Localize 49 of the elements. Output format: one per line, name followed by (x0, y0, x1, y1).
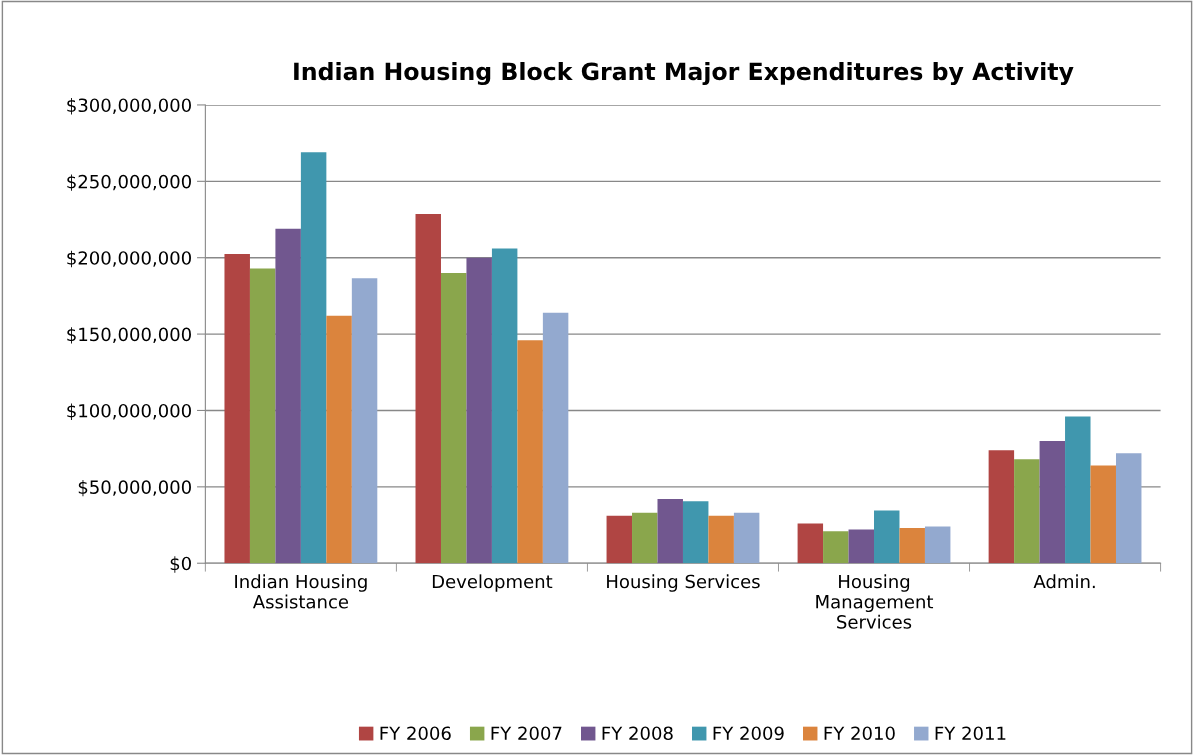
bar (300, 152, 327, 564)
bar (733, 512, 760, 564)
bar (797, 523, 824, 564)
bar (440, 272, 467, 564)
bar (326, 315, 352, 564)
x-tick-label: Indian Housing Assistance (235, 574, 367, 609)
legend-label: FY 2008 (602, 726, 673, 741)
bar (874, 510, 900, 564)
bar (924, 526, 951, 564)
x-tick-label: Housing Management Services (816, 574, 934, 629)
bar (542, 312, 569, 564)
x-tick-label: Development (432, 574, 553, 592)
legend-label: FY 2006 (380, 726, 451, 741)
bar (415, 214, 441, 564)
y-tick-label: $150,000,000 (67, 327, 191, 344)
y-tick-label: $0 (170, 556, 191, 573)
y-tick-label: $250,000,000 (67, 174, 191, 191)
bar (708, 515, 734, 564)
bar (491, 248, 518, 564)
y-tick-label: $100,000,000 (67, 403, 191, 420)
bar (249, 268, 276, 564)
x-tick-label: Housing Services (607, 574, 760, 592)
bar (682, 501, 709, 564)
bar (606, 515, 633, 564)
bar (517, 340, 543, 564)
legend-label: FY 2010 (824, 726, 895, 741)
bar (899, 528, 925, 564)
x-tick-label: Admin. (1033, 574, 1095, 589)
y-tick-label: $50,000,000 (78, 479, 191, 497)
legend-label: FY 2009 (713, 726, 784, 741)
bar (632, 512, 658, 564)
bar (275, 228, 301, 564)
bar (224, 253, 250, 564)
bar (823, 531, 849, 564)
bar (988, 450, 1015, 564)
bar (1014, 459, 1040, 564)
bar (1039, 441, 1066, 564)
bar (1115, 453, 1142, 564)
bar (351, 278, 378, 564)
bar (657, 499, 683, 564)
bar (848, 529, 875, 564)
bar (1090, 465, 1116, 564)
bar (1065, 416, 1091, 564)
y-tick-label: $300,000,000 (67, 98, 191, 115)
y-tick-label: $200,000,000 (67, 250, 191, 268)
legend-label: FY 2007 (491, 726, 562, 741)
chart-title: Indian Housing Block Grant Major Expenditures by Activity (294, 62, 1074, 86)
legend-label: FY 2011 (935, 726, 1006, 741)
bar (466, 257, 492, 564)
